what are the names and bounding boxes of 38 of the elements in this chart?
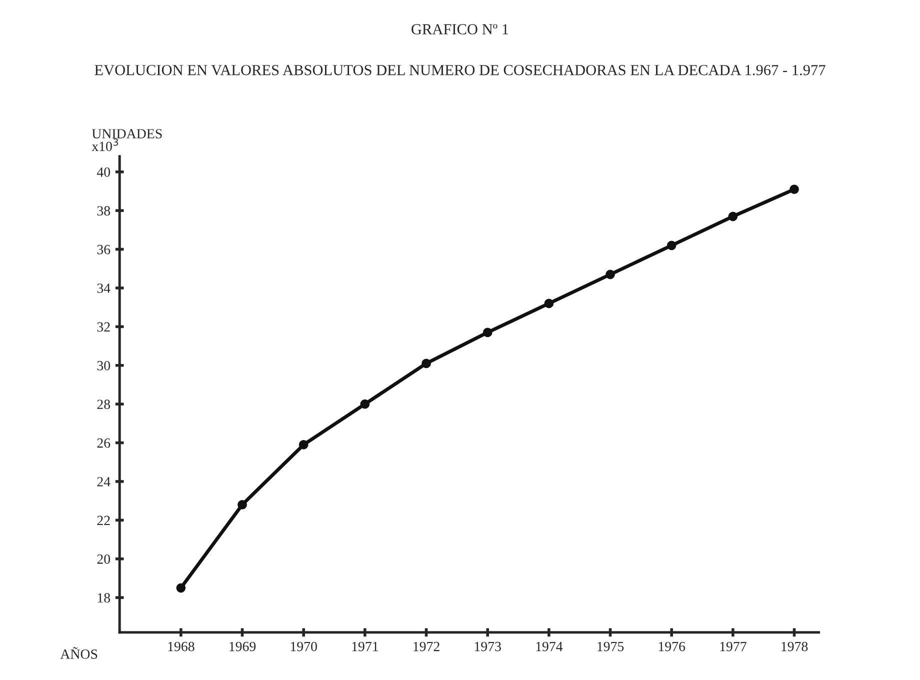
y-axis-title: UNIDADES x10$^{3}$: [92, 129, 162, 152]
y-tick-label: 30: [97, 360, 110, 370]
x-tick-label: 1974: [536, 642, 563, 652]
point: [666, 240, 676, 250]
y-tick-label: 26: [97, 438, 110, 448]
point: [482, 328, 492, 338]
x-tick-label: 1976: [658, 642, 686, 652]
x-tick-label: 1973: [474, 642, 501, 652]
x-axis-title: AÑOS: [60, 647, 98, 659]
y-tick-label: 24: [97, 477, 110, 486]
point: [606, 270, 615, 280]
point: [422, 358, 431, 368]
y-tick-label: 34: [97, 284, 110, 293]
x-tick-label: 1977: [720, 642, 746, 652]
chart-title: GRAFICO Nº 1: [412, 24, 508, 34]
point: [728, 212, 738, 222]
y-tick-label: 20: [97, 554, 110, 564]
y-tick-label: 36: [97, 244, 110, 254]
y-tick-label: 32: [97, 322, 110, 332]
y-tick-label: 22: [97, 516, 110, 525]
point: [790, 184, 799, 194]
x-tick-label: 1970: [290, 642, 317, 652]
x-tick-label: 1971: [352, 642, 378, 652]
point: [238, 500, 247, 510]
y-tick-label: 38: [97, 206, 110, 216]
x-tick-label: 1968: [168, 642, 194, 652]
point: [298, 440, 308, 450]
y-tick-label: 28: [97, 400, 110, 410]
y-tick-label: 18: [98, 593, 110, 603]
point: [176, 583, 186, 593]
x-tick-label: 1975: [598, 642, 624, 652]
chart-subtitle: EVOLUCION EN VALORES ABSOLUTOS DEL NUMERO DE COSECHADORAS EN LA DECADA 1.967 - 1.977: [94, 64, 826, 76]
y-tick-label: 40: [96, 167, 110, 177]
x-tick-label: 1969: [230, 642, 256, 652]
x-tick-label: 1978: [782, 642, 808, 652]
point: [360, 399, 370, 409]
point: [544, 298, 554, 308]
x-tick-label: 1972: [414, 642, 440, 652]
